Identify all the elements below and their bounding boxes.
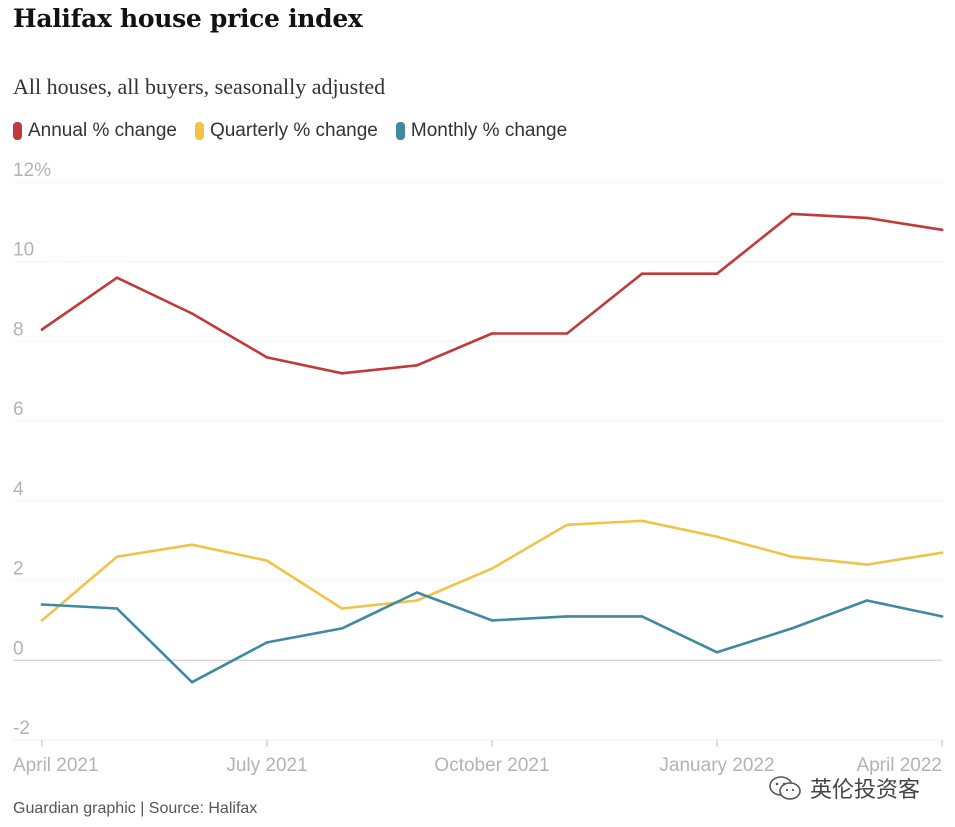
legend-item-annual: Annual % change <box>13 120 177 142</box>
line-chart: 12% 10 8 6 4 2 0 -2 April 2021 July 2021 October 2… <box>13 160 944 776</box>
source-note: Guardian graphic | Source: Halifax <box>13 800 258 817</box>
data-point-quarterly <box>340 607 344 610</box>
data-point-monthly <box>415 591 419 594</box>
data-point-quarterly <box>940 551 944 554</box>
data-point-quarterly <box>790 555 794 558</box>
legend-item-quarterly: Quarterly % change <box>194 120 378 142</box>
data-point-quarterly <box>40 619 44 622</box>
data-point-monthly <box>715 651 719 654</box>
legend-swatch-quarterly <box>194 122 204 140</box>
x-tick-label: January 2022 <box>659 755 774 776</box>
x-tick-label: April 2021 <box>13 755 99 776</box>
x-tick-label: October 2021 <box>434 755 549 776</box>
data-point-quarterly <box>415 599 419 602</box>
data-point-monthly <box>940 615 944 618</box>
legend-label-monthly: Monthly % change <box>410 120 568 141</box>
data-point-annual <box>265 356 269 359</box>
data-point-monthly <box>565 615 569 618</box>
data-point-monthly <box>190 680 194 684</box>
data-point-monthly <box>490 619 494 622</box>
data-point-annual <box>790 212 794 216</box>
y-tick-label: -2 <box>13 718 30 739</box>
y-tick-label: 2 <box>13 559 24 580</box>
watermark-text: 英伦投资客 <box>810 777 921 802</box>
data-point-monthly <box>865 599 869 602</box>
data-point-annual <box>715 272 719 275</box>
data-point-annual <box>40 328 44 331</box>
data-point-quarterly <box>565 523 569 527</box>
data-point-annual <box>415 364 419 367</box>
data-point-monthly <box>640 615 644 618</box>
data-point-quarterly <box>115 555 119 558</box>
legend-item-monthly: Monthly % change <box>395 120 568 142</box>
data-point-monthly <box>115 607 119 610</box>
y-tick-label: 4 <box>13 479 24 500</box>
legend-swatch-annual <box>13 122 22 140</box>
series-line-quarterly <box>40 519 944 622</box>
data-point-annual <box>190 312 194 315</box>
data-point-monthly <box>790 627 794 630</box>
series-line-monthly <box>40 591 944 684</box>
series-line-annual <box>40 212 944 375</box>
data-point-quarterly <box>190 543 194 546</box>
data-point-quarterly <box>865 563 869 566</box>
data-point-annual <box>940 228 944 232</box>
legend-swatch-monthly <box>395 122 405 140</box>
data-point-monthly <box>340 627 344 630</box>
x-tick-label: April 2022 <box>856 755 942 776</box>
data-point-quarterly <box>715 535 719 539</box>
legend: Annual % change Quarterly % change Month… <box>13 120 567 142</box>
y-tick-label: 12% <box>13 160 51 181</box>
data-point-quarterly <box>490 567 494 570</box>
y-tick-label: 0 <box>13 638 24 659</box>
data-point-monthly <box>40 603 44 606</box>
legend-label-quarterly: Quarterly % change <box>209 120 378 141</box>
y-tick-label: 8 <box>13 319 24 340</box>
data-point-annual <box>490 332 494 335</box>
data-point-annual <box>565 332 569 335</box>
data-point-annual <box>115 276 119 279</box>
data-point-annual <box>865 216 869 220</box>
y-tick-label: 10 <box>13 240 34 261</box>
wechat-icon <box>769 776 801 800</box>
x-tick-label: July 2021 <box>226 755 307 776</box>
data-point-quarterly <box>265 559 269 562</box>
y-tick-label: 6 <box>13 399 24 420</box>
data-point-annual <box>640 272 644 275</box>
chart-subtitle: All houses, all buyers, seasonally adjus… <box>13 74 386 99</box>
data-point-annual <box>340 372 344 375</box>
data-point-monthly <box>265 641 269 644</box>
chart-title: Halifax house price index <box>13 4 363 33</box>
watermark: 英伦投资客 <box>768 772 920 804</box>
data-point-quarterly <box>640 519 644 523</box>
legend-label-annual: Annual % change <box>28 120 177 141</box>
